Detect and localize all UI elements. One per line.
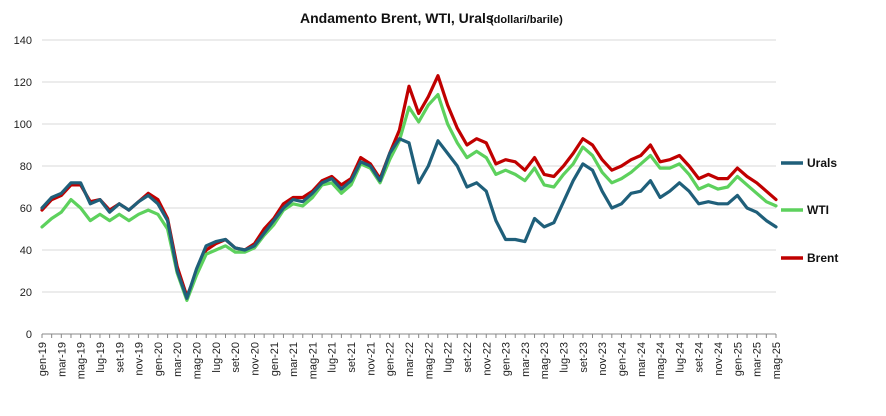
x-tick-label: mag-22	[423, 342, 435, 379]
x-tick-label: mag-21	[307, 342, 319, 379]
chart-subtitle: (dollari/barile)	[490, 14, 563, 26]
x-tick-label: mag-25	[771, 342, 783, 379]
x-tick-label: gen-22	[385, 342, 397, 376]
x-tick-label: lug-23	[559, 342, 571, 373]
x-tick-label: nov-21	[365, 342, 377, 376]
x-tick-label: nov-24	[713, 342, 725, 376]
y-tick-label: 100	[14, 119, 32, 131]
series-line-urals	[40, 137, 778, 300]
legend-label: Brent	[807, 251, 838, 265]
x-tick-label: gen-23	[501, 342, 513, 376]
y-tick-label: 0	[26, 329, 32, 341]
series-group	[40, 74, 778, 302]
x-tick-label: mar-25	[752, 342, 764, 377]
legend-label: Urals	[807, 156, 837, 170]
y-tick-label: 20	[20, 287, 32, 299]
x-tick-label: set-22	[462, 342, 474, 373]
x-tick-label: set-21	[346, 342, 358, 373]
x-tick-label: lug-21	[327, 342, 339, 373]
x-tick-label: set-20	[230, 342, 242, 373]
x-tick-label: mag-24	[655, 342, 667, 379]
y-tick-label: 120	[14, 77, 32, 89]
x-tick-label: nov-19	[134, 342, 146, 376]
x-axis: gen-19 mar-19 mag-19 lug-19 set-19 nov-19 gen-…	[37, 333, 783, 379]
y-tick-label: 140	[14, 35, 32, 47]
legend-label: WTI	[807, 203, 829, 217]
x-tick-label: lug-22	[443, 342, 455, 373]
x-tick-label: mar-21	[288, 342, 300, 377]
x-tick-label: mag-19	[76, 342, 88, 379]
x-tick-label: gen-24	[616, 342, 628, 376]
x-tick-label: nov-20	[249, 342, 261, 376]
x-tick-label: mar-22	[404, 342, 416, 377]
x-tick-label: set-24	[694, 342, 706, 373]
x-tick-label: mag-23	[539, 342, 551, 379]
x-tick-label: mar-23	[520, 342, 532, 377]
x-tick-label: set-19	[114, 342, 126, 373]
x-tick-label: lug-24	[674, 342, 686, 373]
y-tick-label: 60	[20, 203, 32, 215]
y-axis: 0 20 40 60 80 100 120 140	[14, 35, 32, 341]
x-tick-label: nov-22	[481, 342, 493, 376]
x-tick-label: gen-21	[269, 342, 281, 376]
series-line-wti	[40, 92, 778, 302]
x-tick-label: gen-25	[732, 342, 744, 376]
x-tick-label: gen-19	[37, 342, 49, 376]
x-tick-label: mar-24	[636, 342, 648, 377]
x-tick-label: mar-19	[56, 342, 68, 377]
x-tick-label: gen-20	[153, 342, 165, 376]
x-tick-label: set-23	[578, 342, 590, 373]
x-tick-label: lug-20	[211, 342, 223, 373]
x-tick-label: mar-20	[172, 342, 184, 377]
y-tick-label: 80	[20, 161, 32, 173]
x-tick-label: lug-19	[95, 342, 107, 373]
y-tick-label: 40	[20, 245, 32, 257]
gridlines	[42, 39, 776, 293]
legend: Urals WTI Brent	[781, 156, 838, 265]
x-tick-label: mag-20	[192, 342, 204, 379]
chart-title: Andamento Brent, WTI, Urals	[300, 10, 494, 26]
x-tick-label: nov-23	[597, 342, 609, 376]
